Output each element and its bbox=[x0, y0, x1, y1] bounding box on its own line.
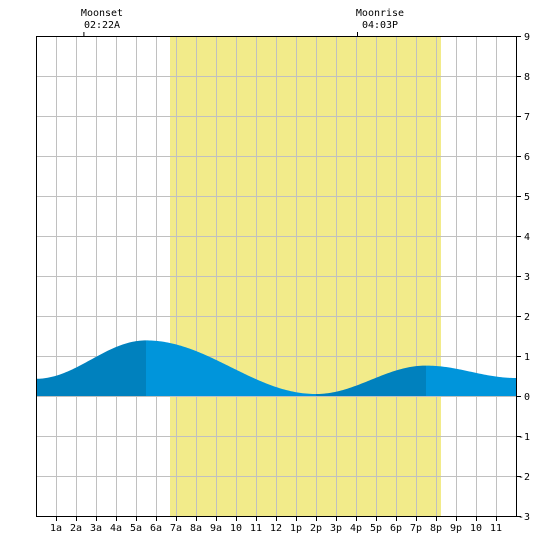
x-tick-label: 4a bbox=[110, 523, 122, 534]
x-tick-label: 11 bbox=[250, 523, 262, 534]
x-tick-label: 8p bbox=[430, 523, 442, 534]
x-tick-label: 8a bbox=[190, 523, 202, 534]
x-tick-label: 11 bbox=[490, 523, 502, 534]
y-tick-label: 0 bbox=[524, 392, 530, 403]
tide-area-falling bbox=[426, 365, 516, 396]
x-tick-label: 2a bbox=[70, 523, 82, 534]
y-tick-label: 6 bbox=[524, 152, 530, 163]
x-tick-label: 3p bbox=[330, 523, 342, 534]
y-tick-label: 3 bbox=[524, 272, 530, 283]
x-tick-label: 12 bbox=[270, 523, 282, 534]
moonset-label: Moonset bbox=[81, 8, 123, 19]
y-tick-label: 7 bbox=[524, 112, 530, 123]
y-tick-label: 1 bbox=[524, 352, 530, 363]
axis-layer: 1a 2a 3a 4a 5a 6a 7a 8a 9a 10 11 12 1p 2p 3p 4p 5p 6p 7p 8p… bbox=[36, 32, 530, 534]
x-tick-label: 4p bbox=[350, 523, 362, 534]
x-tick-label: 3a bbox=[90, 523, 102, 534]
y-tick-label: 8 bbox=[524, 72, 530, 83]
y-tick-label: 2 bbox=[524, 312, 530, 323]
x-tick-label: 9p bbox=[450, 523, 462, 534]
x-tick-label: 5a bbox=[130, 523, 142, 534]
y-tick-label: -1 bbox=[518, 432, 530, 443]
x-tick-label: 2p bbox=[310, 523, 322, 534]
label-layer: Moonset 02:22A Moonrise 04:03P bbox=[81, 8, 404, 36]
tide-area-rising bbox=[316, 365, 426, 396]
y-tick-label: 5 bbox=[524, 192, 530, 203]
x-tick-label: 7a bbox=[170, 523, 182, 534]
moonset-time: 02:22A bbox=[84, 20, 120, 31]
y-tick-label: 4 bbox=[524, 232, 530, 243]
x-tick-label: 6p bbox=[390, 523, 402, 534]
tide-area-rising bbox=[36, 340, 146, 396]
moonrise-time: 04:03P bbox=[362, 20, 398, 31]
x-tick-label: 9a bbox=[210, 523, 222, 534]
y-tick-label: -3 bbox=[518, 512, 530, 523]
moonrise-label: Moonrise bbox=[356, 8, 404, 19]
x-tick-label: 10 bbox=[470, 523, 482, 534]
x-tick-label: 1a bbox=[50, 523, 62, 534]
x-tick-label: 1p bbox=[290, 523, 302, 534]
tide-area-falling bbox=[146, 340, 316, 396]
y-tick-label: 9 bbox=[524, 32, 530, 43]
y-tick-label: -2 bbox=[518, 472, 530, 483]
tide-area-layer bbox=[36, 340, 516, 396]
x-tick-label: 10 bbox=[230, 523, 242, 534]
grid-layer bbox=[36, 36, 517, 517]
x-tick-label: 5p bbox=[370, 523, 382, 534]
x-tick-label: 6a bbox=[150, 523, 162, 534]
x-tick-label: 7p bbox=[410, 523, 422, 534]
